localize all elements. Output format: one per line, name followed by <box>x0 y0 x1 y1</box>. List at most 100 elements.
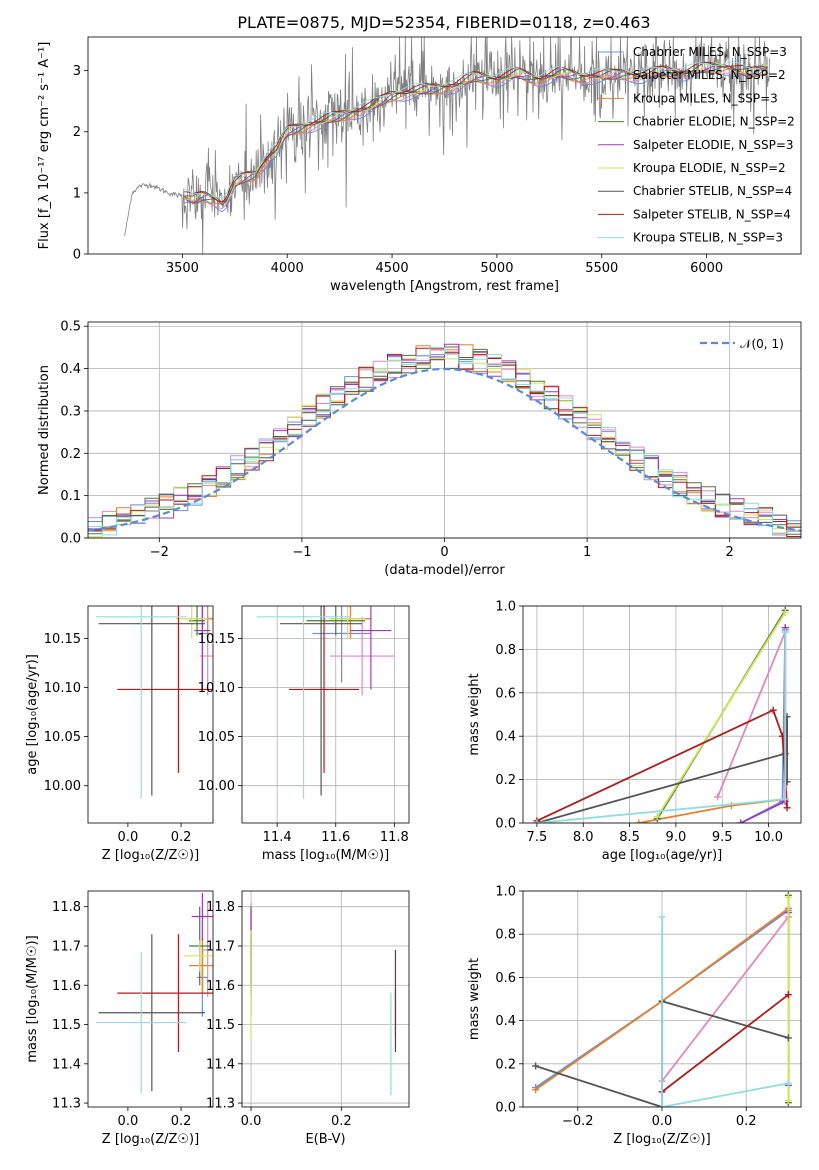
y-axis-label: mass [log₁₀(M/M☉)] <box>25 935 40 1062</box>
y-tick-label: 11.6 <box>52 979 81 994</box>
x-tick-label: −0.2 <box>562 1114 594 1129</box>
plot-area <box>242 891 409 1107</box>
y-tick-label: 11.3 <box>52 1097 81 1112</box>
axes-frame <box>87 890 214 1108</box>
y-tick-label: 11.4 <box>52 1057 81 1072</box>
x-axis-label: wavelength [Angstrom, rest frame] <box>330 279 559 294</box>
normal-curve-line <box>88 367 801 532</box>
axes-frame <box>87 321 802 539</box>
x-tick-label: 10.0 <box>754 830 783 845</box>
panel-spectrum: 3500 4000 4500 5000 5500 6000 0 1 2 3 wavelength [… <box>37 36 802 294</box>
y-tick-label: 11.7 <box>206 939 235 954</box>
y-tick-label: 10.15 <box>44 632 81 647</box>
x-tick-label: −1 <box>292 545 311 560</box>
y-tick-label: 2 <box>73 125 81 140</box>
panel-age-vs-Z: 0.0 0.2 10.00 10.05 10.10 10.15 Z [log₁₀(Z/Z☉)… <box>25 605 214 863</box>
x-tick-label: 0.0 <box>652 1114 673 1129</box>
axes-frame <box>87 605 214 824</box>
histogram-line <box>88 351 801 531</box>
y-tick-label: 10.05 <box>198 730 235 745</box>
y-tick-label: 0.2 <box>60 447 81 462</box>
histogram-line <box>88 358 801 538</box>
y-axis-label: mass weight <box>467 673 482 755</box>
y-tick-label: 0.1 <box>60 489 81 504</box>
panel-mass-weight-vs-Z: −0.2 0.0 0.2 0.0 0.2 0.4 0.6 0.8 1.0 Z [log₁₀(Z/Z… <box>467 885 802 1147</box>
x-tick-label: 11.6 <box>321 830 350 845</box>
y-tick-label: 0.6 <box>495 686 516 701</box>
legend-label: Salpeter MILES, N_SSP=2 <box>633 68 786 82</box>
y-tick-label: 0.4 <box>60 362 81 377</box>
y-tick-label: 0.0 <box>495 817 516 832</box>
x-tick-label: 9.5 <box>712 830 733 845</box>
y-tick-label: 0.6 <box>495 971 516 986</box>
plot-area <box>88 891 213 1107</box>
y-tick-label: 10.10 <box>198 681 235 696</box>
x-tick-label: 0.0 <box>118 830 139 845</box>
x-tick-label: 6000 <box>690 261 723 276</box>
x-tick-label: 1 <box>583 545 591 560</box>
y-tick-label: 0.3 <box>60 404 81 419</box>
axes-frame <box>522 890 802 1108</box>
x-axis-label: age [log₁₀(age/yr)] <box>602 848 723 863</box>
panel-mass-vs-Z: 0.0 0.2 11.3 11.4 11.5 11.6 11.7 11.8 Z [log₁₀(Z… <box>25 890 214 1147</box>
x-tick-label: 5500 <box>585 261 618 276</box>
x-tick-label: 0.2 <box>331 1114 352 1129</box>
y-tick-label: 0.4 <box>495 1014 516 1029</box>
panel-age-vs-mass: 11.4 11.6 11.8 10.00 10.05 10.10 10.15 mass [lo… <box>198 605 410 863</box>
y-axis-label: age [log₁₀(age/yr)] <box>25 654 40 775</box>
x-tick-label: 0.2 <box>736 1114 757 1129</box>
plot-marks <box>124 37 770 254</box>
x-tick-label: 11.8 <box>380 830 409 845</box>
axes-frame <box>241 890 410 1108</box>
x-tick-label: 0 <box>440 545 448 560</box>
x-tick-label: 3500 <box>166 261 199 276</box>
y-tick-label: 10.00 <box>44 779 81 794</box>
mass-weight-line <box>536 716 788 823</box>
x-tick-label: 0.2 <box>171 830 192 845</box>
x-tick-label: 11.4 <box>263 830 292 845</box>
y-tick-label: 0.0 <box>60 532 81 547</box>
x-tick-label: 4000 <box>271 261 304 276</box>
legend-label: Kroupa MILES, N_SSP=3 <box>633 91 778 105</box>
y-tick-label: 0.2 <box>495 1057 516 1072</box>
y-tick-label: 0 <box>73 248 81 263</box>
mass-weight-line <box>661 916 789 1107</box>
panel-mass-weight-vs-age: 7.5 8.0 8.5 9.0 9.5 10.0 0.0 0.2 0.4 0.6 0.8 1.0 age… <box>467 600 802 863</box>
model-line <box>184 62 768 205</box>
y-tick-label: 11.4 <box>206 1057 235 1072</box>
x-tick-label: 0.0 <box>241 1114 262 1129</box>
x-tick-label: −2 <box>150 545 169 560</box>
y-tick-label: 10.15 <box>198 632 235 647</box>
x-axis-label: Z [log₁₀(Z/Z☉)] <box>613 1132 710 1147</box>
x-tick-label: 9.0 <box>666 830 687 845</box>
y-axis-label: Normed distribution <box>37 365 52 495</box>
y-tick-label: 11.6 <box>206 979 235 994</box>
axes-frame <box>241 605 410 824</box>
plot-marks <box>532 891 792 1107</box>
x-tick-label: 0.2 <box>171 1114 192 1129</box>
x-axis-label: Z [log₁₀(Z/Z☉)] <box>102 1132 199 1147</box>
axes-frame <box>87 36 802 255</box>
axes-frame <box>522 605 802 824</box>
legend-label: Chabrier MILES, N_SSP=3 <box>633 45 787 59</box>
x-tick-label: 0.0 <box>118 1114 139 1129</box>
legend-label: Chabrier STELIB, N_SSP=4 <box>633 184 792 198</box>
plot-area <box>523 606 801 823</box>
y-tick-label: 11.8 <box>206 900 235 915</box>
y-tick-label: 11.5 <box>206 1018 235 1033</box>
histogram-line <box>88 347 801 536</box>
legend-label: Kroupa ELODIE, N_SSP=2 <box>633 161 786 175</box>
x-tick-label: 8.5 <box>619 830 640 845</box>
y-tick-label: 0.0 <box>495 1101 516 1116</box>
y-tick-label: 0.2 <box>495 773 516 788</box>
plot-marks <box>95 606 213 799</box>
x-tick-label: 2 <box>726 545 734 560</box>
panel-mass-vs-ebv: 0.0 0.2 11.3 11.4 11.5 11.6 11.7 11.8 E(B-V) <box>206 890 410 1147</box>
y-axis-label: Flux [f_λ 10⁻¹⁷ erg cm⁻² s⁻¹ A⁻¹] <box>37 42 52 250</box>
y-tick-label: 11.7 <box>52 939 81 954</box>
plot-marks <box>95 892 213 1094</box>
y-tick-label: 10.10 <box>44 681 81 696</box>
plot-marks <box>88 343 801 538</box>
mass-weight-line <box>661 916 790 1082</box>
